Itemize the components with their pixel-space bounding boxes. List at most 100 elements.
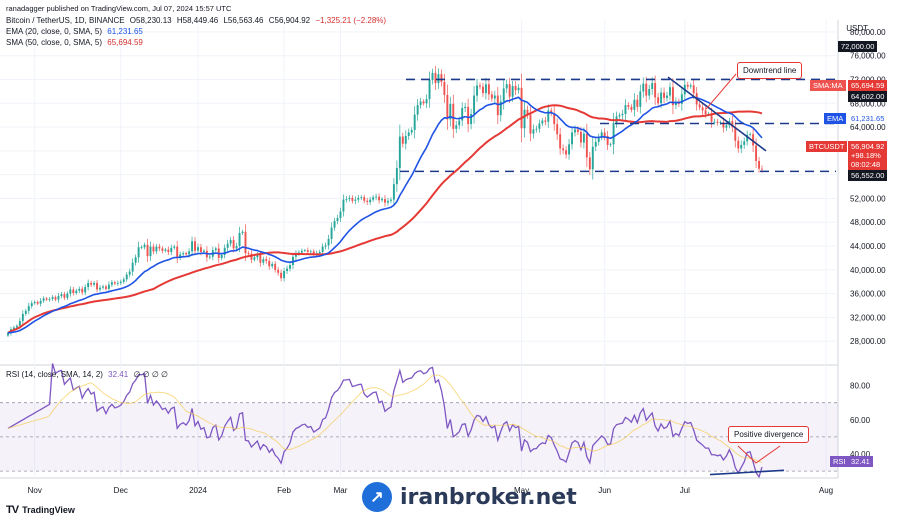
candle-body <box>259 254 262 263</box>
y-tick-label: 72,000.00 <box>850 75 886 84</box>
candle-body <box>574 129 576 133</box>
candle-body <box>663 92 666 98</box>
candle-body <box>579 131 582 143</box>
tag-sma-value: 65,694.59 <box>848 80 888 91</box>
candle-body <box>633 99 636 110</box>
candle-body <box>398 136 401 169</box>
candle-body <box>648 89 651 96</box>
candle-body <box>692 85 695 94</box>
candle-body <box>392 184 395 200</box>
candle-body <box>547 110 550 122</box>
candle-body <box>21 313 24 321</box>
sma-legend[interactable]: SMA (50, close, 0, SMA, 5) 65,694.59 <box>6 38 146 47</box>
candle-body <box>327 238 330 246</box>
candle-body <box>220 254 223 258</box>
candle-body <box>487 84 490 95</box>
candle-body <box>232 240 235 249</box>
candle-body <box>479 85 481 87</box>
candle-body <box>208 256 211 258</box>
y-tick-label: 80,000.00 <box>850 28 886 37</box>
candle-body <box>532 129 535 134</box>
currency-label: USDT <box>846 24 868 33</box>
candle-body <box>202 250 205 252</box>
candle-body <box>306 250 309 252</box>
candle-body <box>443 81 446 95</box>
ohlc-line: Bitcoin / TetherUS, 1D, BINANCE O58,230.… <box>6 16 389 25</box>
tag-level-64602: 64,602.00 <box>848 91 888 102</box>
x-tick-label: Nov <box>28 486 42 495</box>
candle-body <box>286 268 289 272</box>
candle-body <box>360 197 363 199</box>
x-tick-label: Dec <box>114 486 128 495</box>
candle-body <box>594 141 597 147</box>
candle-body <box>125 274 128 280</box>
y-tick-label: 52,000.00 <box>850 194 886 203</box>
candle-body <box>268 260 271 267</box>
y-tick-label: 44,000.00 <box>850 242 886 251</box>
candle-body <box>244 231 247 254</box>
candle-body <box>72 289 75 294</box>
candle-body <box>461 108 464 121</box>
candle-body <box>410 130 413 133</box>
ema-legend[interactable]: EMA (20, close, 0, SMA, 5) 61,231.65 <box>6 27 146 36</box>
candle-body <box>60 294 63 296</box>
x-tick-label: 2024 <box>189 486 207 495</box>
candle-body <box>7 332 9 336</box>
candle-body <box>137 247 140 258</box>
candle-body <box>312 251 315 255</box>
rsi-legend-value: 32.41 <box>108 370 129 379</box>
candle-body <box>75 290 78 294</box>
candle-body <box>309 251 312 253</box>
candle-body <box>235 246 238 249</box>
candle-body <box>621 113 624 116</box>
candle-body <box>140 247 143 249</box>
candle-body <box>214 248 217 251</box>
candle-body <box>467 106 470 125</box>
tag-ema-name: EMA <box>824 113 847 124</box>
low-value: L56,563.46 <box>223 16 264 25</box>
candle-body <box>81 288 84 293</box>
candle-body <box>541 120 544 124</box>
y-tick-label: 48,000.00 <box>850 218 886 227</box>
candle-body <box>149 246 152 257</box>
candle-body <box>660 92 663 104</box>
candle-body <box>146 244 149 257</box>
candle-body <box>223 247 226 255</box>
rsi-line <box>7 363 763 479</box>
candle-body <box>630 106 633 110</box>
candle-body <box>761 168 763 170</box>
candle-body <box>556 124 559 135</box>
candle-body <box>523 109 526 129</box>
candle-body <box>357 197 360 200</box>
candle-body <box>107 284 110 289</box>
candle-body <box>283 271 286 279</box>
candle-body <box>128 271 131 275</box>
tag-countdown: 08:02:48 <box>851 160 881 169</box>
footer[interactable]: TV TradingView <box>6 504 75 516</box>
candle-body <box>143 244 146 248</box>
candle-body <box>609 144 612 146</box>
axes: 80,000.0076,000.0072,000.0068,000.0064,0… <box>28 28 887 495</box>
candle-body <box>194 241 196 251</box>
candle-body <box>33 301 36 304</box>
candle-body <box>642 83 645 92</box>
candle-body <box>422 101 425 104</box>
candle-body <box>185 253 188 255</box>
candle-body <box>734 127 737 141</box>
rsi-legend[interactable]: RSI (14, close, SMA, 14, 2) 32.41 ∅ ∅ ∅ … <box>6 370 171 379</box>
candle-body <box>431 72 434 81</box>
candle-body <box>131 262 134 272</box>
candle-body <box>116 282 119 284</box>
candle-body <box>496 95 499 116</box>
tag-price-change: +98.18% <box>851 151 881 160</box>
candle-body <box>746 134 749 142</box>
rsi-tick-label: 60.00 <box>850 416 871 425</box>
candle-body <box>544 120 547 122</box>
candle-body <box>437 74 440 84</box>
candle-body <box>87 282 90 288</box>
candle-body <box>597 137 600 142</box>
candle-body <box>657 97 660 104</box>
candle-body <box>96 282 99 290</box>
candle-body <box>674 101 677 106</box>
candle-body <box>680 94 683 104</box>
